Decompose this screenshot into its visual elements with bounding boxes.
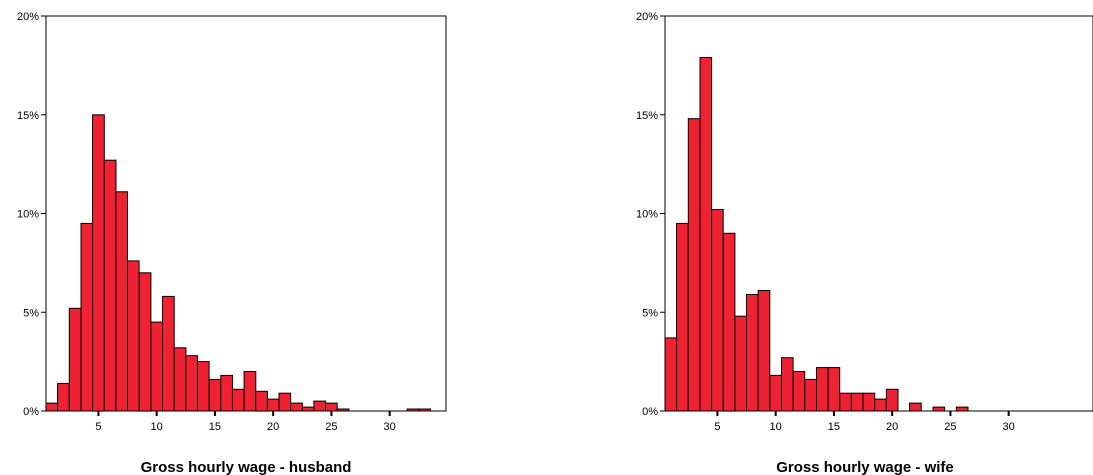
y-tick-label: 0% bbox=[642, 406, 658, 418]
histogram-bar bbox=[418, 408, 431, 412]
histogram-bar bbox=[676, 222, 689, 412]
histogram-bar bbox=[255, 390, 268, 412]
histogram-bar bbox=[150, 321, 163, 412]
husband-wage-histogram: 0% 5% 10% 15% 20% 5 10 15 20 25 30 Gross hourly w… bbox=[17, 11, 447, 475]
histogram-bar bbox=[138, 272, 152, 412]
x-axis-title: Gross hourly wage - husband bbox=[141, 459, 352, 475]
histogram-bar bbox=[313, 400, 327, 412]
histogram-bar bbox=[45, 402, 59, 412]
histogram-bar bbox=[115, 191, 129, 412]
histogram-bar bbox=[862, 392, 876, 412]
bars-group bbox=[664, 57, 969, 412]
histogram-bar bbox=[711, 209, 724, 412]
histogram-bar bbox=[336, 408, 350, 412]
y-axis: 0% 5% 10% 15% 20% bbox=[17, 11, 46, 418]
histogram-bar bbox=[185, 355, 199, 412]
histogram-bar bbox=[68, 307, 82, 412]
y-tick-label: 20% bbox=[636, 11, 658, 23]
x-axis-title: Gross hourly wage - wife bbox=[776, 459, 954, 475]
histogram-bar bbox=[92, 114, 105, 412]
histogram-bar bbox=[231, 388, 245, 412]
x-tick-label: 5 bbox=[714, 421, 720, 433]
histogram-bar bbox=[885, 388, 899, 412]
y-tick-label: 15% bbox=[636, 110, 658, 122]
histogram-bar bbox=[757, 290, 771, 412]
histogram-bar bbox=[103, 159, 117, 412]
histogram-bar bbox=[909, 402, 922, 412]
histogram-bar bbox=[127, 260, 140, 412]
histogram-bar bbox=[827, 367, 841, 412]
x-tick-label: 15 bbox=[828, 421, 840, 433]
y-tick-label: 5% bbox=[23, 307, 39, 319]
x-axis: 5 10 15 20 25 30 bbox=[95, 411, 396, 433]
histogram-bar bbox=[699, 57, 713, 412]
histogram-bar bbox=[173, 347, 187, 412]
histogram-bar bbox=[208, 378, 222, 412]
x-tick-label: 20 bbox=[886, 421, 898, 433]
histogram-bar bbox=[804, 378, 817, 412]
histogram-bar bbox=[57, 382, 70, 412]
histogram-bar bbox=[197, 361, 210, 412]
x-tick-label: 25 bbox=[944, 421, 956, 433]
histogram-bar bbox=[734, 315, 748, 412]
histogram-bar bbox=[266, 398, 280, 412]
histogram-bar bbox=[769, 374, 783, 412]
x-tick-label: 10 bbox=[151, 421, 163, 433]
histogram-bar bbox=[874, 398, 887, 412]
histogram-bar bbox=[932, 406, 946, 412]
histogram-bar bbox=[816, 367, 829, 412]
histogram-bar bbox=[325, 402, 338, 412]
histogram-bar bbox=[162, 295, 175, 412]
histogram-bar bbox=[220, 374, 234, 412]
histogram-bar bbox=[792, 371, 806, 412]
histogram-bar bbox=[278, 392, 292, 412]
y-tick-label: 15% bbox=[17, 110, 39, 122]
wife-wage-histogram: 0% 5% 10% 15% 20% 5 10 15 20 25 30 Gross hourly w… bbox=[636, 11, 1093, 475]
x-tick-label: 30 bbox=[384, 421, 396, 433]
x-tick-label: 10 bbox=[770, 421, 782, 433]
x-axis: 5 10 15 20 25 30 bbox=[714, 411, 1015, 433]
x-tick-label: 30 bbox=[1003, 421, 1015, 433]
x-tick-label: 15 bbox=[209, 421, 221, 433]
y-axis: 0% 5% 10% 15% 20% bbox=[636, 11, 665, 418]
histogram-bar bbox=[781, 357, 794, 412]
histogram-bar bbox=[243, 371, 257, 412]
histogram-bar bbox=[301, 406, 315, 412]
x-tick-label: 5 bbox=[95, 421, 101, 433]
histogram-bar bbox=[687, 118, 701, 412]
y-tick-label: 0% bbox=[23, 406, 39, 418]
histogram-bar bbox=[406, 408, 420, 412]
y-tick-label: 10% bbox=[636, 209, 658, 221]
histogram-bar bbox=[955, 406, 969, 412]
y-tick-label: 10% bbox=[17, 209, 39, 221]
histogram-bar bbox=[722, 232, 736, 412]
y-tick-label: 20% bbox=[17, 11, 39, 23]
histogram-bar bbox=[664, 337, 678, 412]
x-tick-label: 25 bbox=[325, 421, 337, 433]
histogram-bar bbox=[839, 392, 852, 412]
x-tick-label: 20 bbox=[267, 421, 279, 433]
histogram-bar bbox=[850, 392, 864, 412]
y-tick-label: 5% bbox=[642, 307, 658, 319]
histogram-bar bbox=[80, 222, 94, 412]
histogram-bar bbox=[746, 294, 759, 412]
histogram-bar bbox=[290, 402, 303, 412]
